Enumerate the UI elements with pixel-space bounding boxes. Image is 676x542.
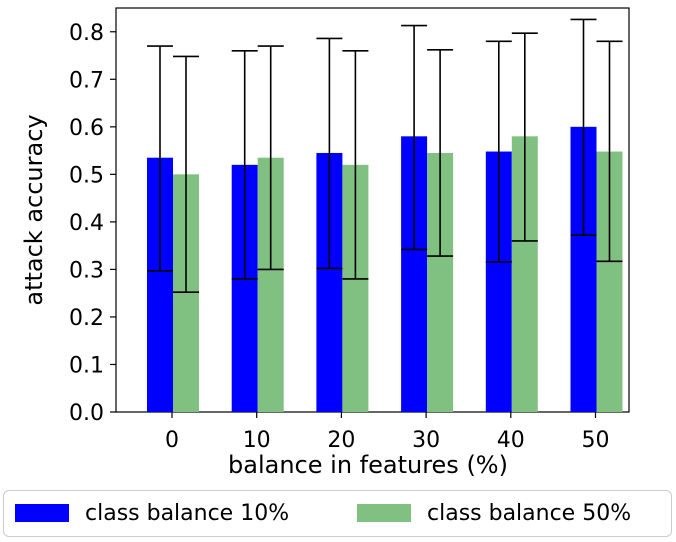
y-tick-label: 0.0: [69, 401, 104, 426]
y-axis-label: attack accuracy: [20, 114, 48, 305]
y-tick-label: 0.5: [69, 163, 104, 188]
y-tick-label: 0.4: [69, 211, 104, 236]
plot-area: [115, 7, 630, 413]
x-tick-label: 20: [327, 428, 355, 453]
y-tick-label: 0.6: [69, 116, 104, 141]
x-tick-label: 30: [412, 428, 440, 453]
bars-layer: [147, 126, 623, 412]
x-axis-ticks: 0 10 20 30 40 50: [165, 412, 610, 453]
legend-item-series-2: class balance 50%: [357, 491, 631, 535]
y-tick-label: 0.3: [69, 258, 104, 283]
legend-label-series-2: class balance 50%: [427, 500, 632, 526]
errorbars-layer: [147, 18, 623, 294]
x-tick-label: 0: [165, 428, 179, 453]
legend-swatch-series-2: [357, 504, 411, 522]
x-tick-label: 40: [497, 428, 525, 453]
chart: 0.00.10.20.30.40.50.60.70.8 0 10 20 30 40 50 …: [20, 7, 630, 479]
y-tick-label: 0.7: [69, 68, 104, 93]
legend-label-series-1: class balance 10%: [85, 500, 290, 526]
y-tick-label: 0.2: [69, 306, 104, 331]
x-tick-label: 10: [243, 428, 271, 453]
y-tick-label: 0.1: [69, 353, 104, 378]
legend: class balance 10% class balance 50%: [3, 490, 672, 537]
legend-item-series-1: class balance 10%: [15, 491, 289, 535]
y-tick-label: 0.8: [69, 21, 104, 46]
y-axis-ticks: 0.0 0.1 0.2 0.3 0.4 0.5 0.6 0.7 0.8: [69, 21, 116, 426]
x-axis-label: balance in features (%): [228, 451, 508, 479]
x-tick-label: 50: [582, 428, 610, 453]
legend-swatch-series-1: [15, 504, 69, 522]
